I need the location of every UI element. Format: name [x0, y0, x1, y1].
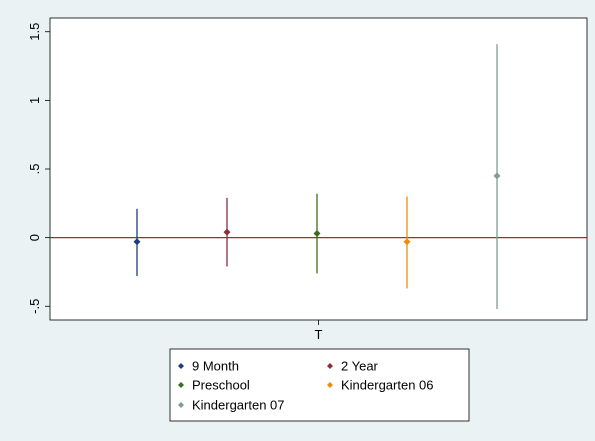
point-estimate — [223, 228, 231, 236]
legend-box — [169, 348, 470, 422]
series-marks — [133, 44, 501, 310]
y-tick-label: .5 — [27, 164, 42, 175]
y-tick-label: 1.5 — [27, 23, 42, 41]
x-tick-label: T — [315, 327, 323, 342]
point-estimate — [403, 238, 411, 246]
legend-marker — [178, 402, 184, 408]
point-estimate — [493, 172, 501, 180]
legend-marker — [327, 382, 333, 388]
y-tick-label: 1 — [27, 97, 42, 104]
legend-label: Kindergarten 07 — [192, 398, 285, 413]
legend-marker — [178, 363, 184, 369]
x-axis: T — [315, 320, 323, 342]
legend-marker — [327, 363, 333, 369]
plot-area — [49, 17, 588, 321]
y-axis: -.5 0 .5 1 1.5 — [27, 23, 50, 314]
legend: 9 Month 2 Year Preschool Kindergarten 06 Kin… — [169, 348, 470, 422]
legend-label: Kindergarten 06 — [341, 378, 434, 393]
point-estimate — [313, 230, 321, 238]
legend-label: Preschool — [192, 378, 250, 393]
legend-label: 9 Month — [192, 359, 239, 374]
y-tick-label: -.5 — [27, 299, 42, 314]
legend-label: 2 Year — [341, 359, 379, 374]
point-estimate — [133, 238, 141, 246]
legend-marker — [178, 382, 184, 388]
y-tick-label: 0 — [27, 234, 42, 241]
